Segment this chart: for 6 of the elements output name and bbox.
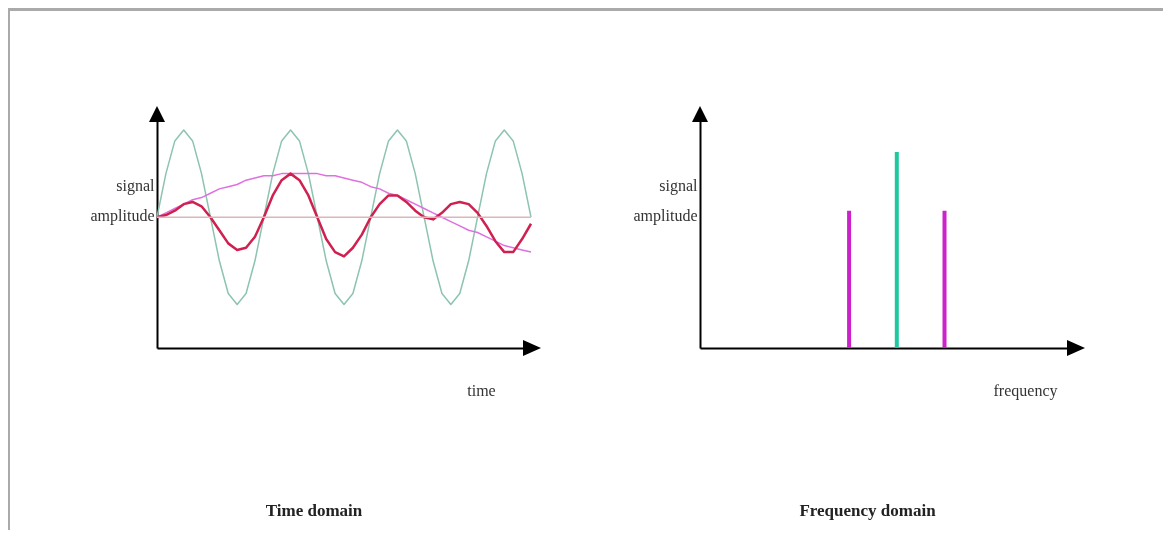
text: Time domain <box>265 501 363 520</box>
y-axis-title: signal amplitude <box>90 176 156 225</box>
x-axis-title: time <box>467 381 496 399</box>
x-axis-title: frequency <box>993 381 1058 400</box>
y-axis-title: signal amplitude <box>633 176 699 225</box>
text: Frequency domain <box>799 501 937 520</box>
